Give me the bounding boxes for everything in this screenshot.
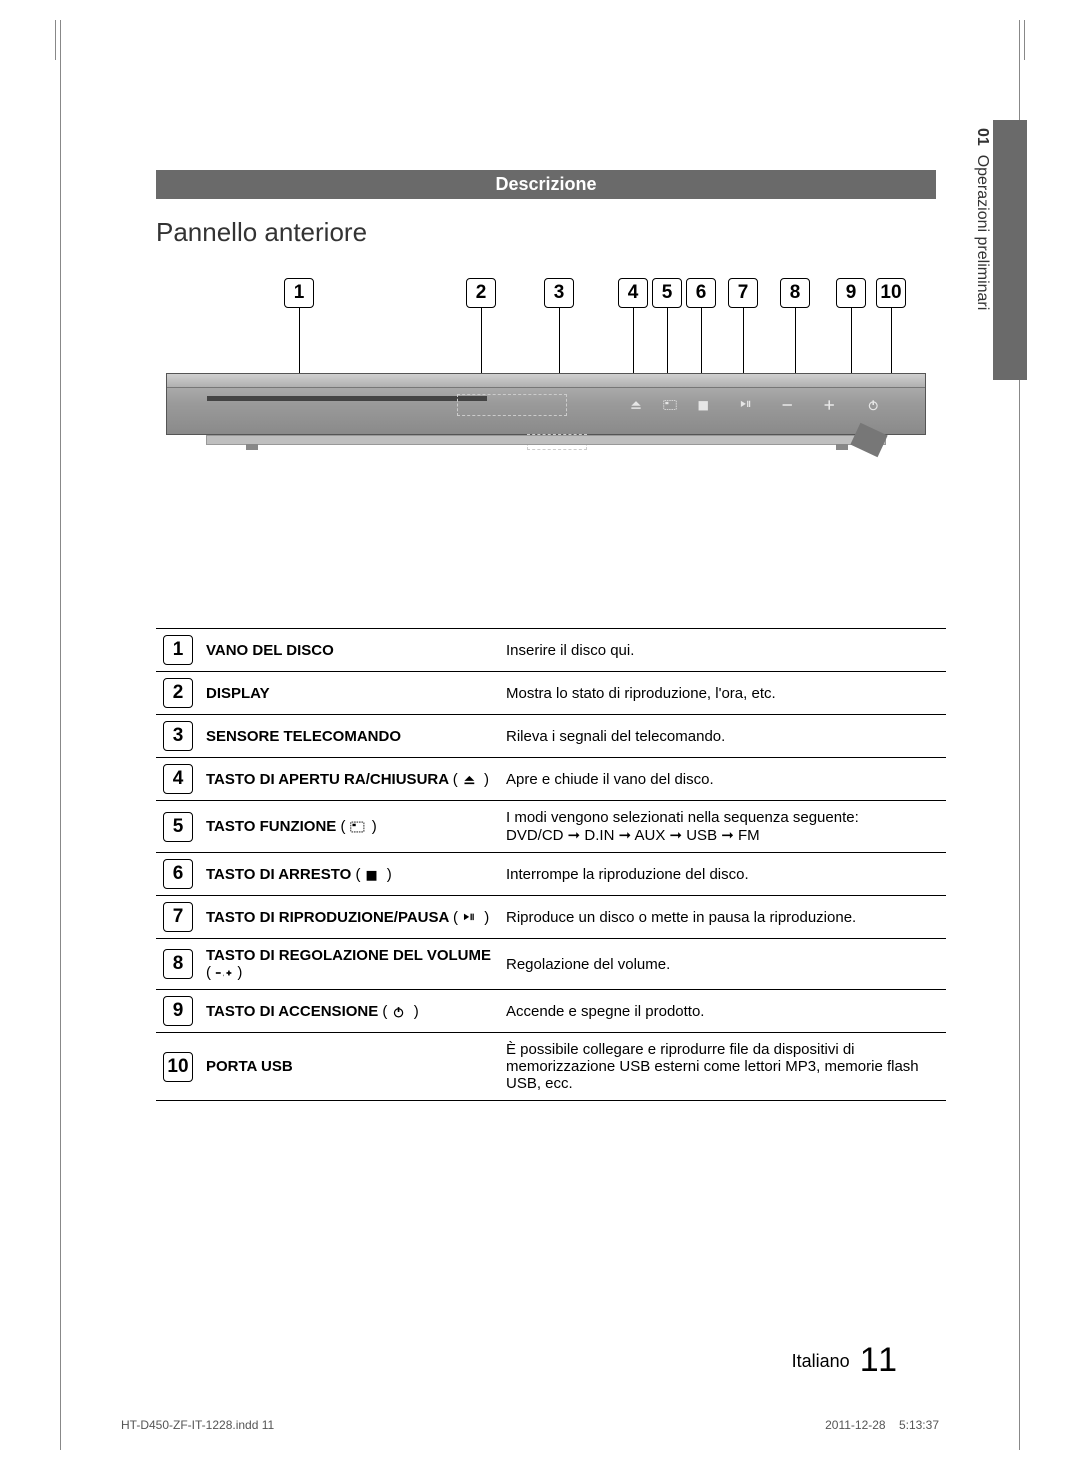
eject-button-icon bbox=[629, 398, 643, 412]
row-label: TASTO DI REGOLAZIONE DEL VOLUME ( ) bbox=[200, 939, 500, 990]
row-label: PORTA USB bbox=[200, 1033, 500, 1101]
play-button-icon bbox=[739, 398, 753, 412]
callout-8: 8 bbox=[780, 278, 810, 308]
row-description: Accende e spegne il prodotto. bbox=[500, 990, 946, 1033]
row-label: TASTO DI RIPRODUZIONE/PAUSA ( ) bbox=[200, 896, 500, 939]
row-label: SENSORE TELECOMANDO bbox=[200, 715, 500, 758]
front-panel-diagram: 1 2 3 456789 10 bbox=[166, 278, 926, 498]
row-number: 5 bbox=[163, 812, 193, 842]
chapter-tab bbox=[993, 120, 1027, 380]
manual-page: 01 Operazioni preliminari Descrizione Pa… bbox=[60, 20, 1020, 1450]
chapter-number: 01 bbox=[974, 128, 991, 146]
minus-button-icon bbox=[781, 398, 795, 412]
callout-10: 10 bbox=[876, 278, 906, 308]
row-description: È possibile collegare e riprodurre file … bbox=[500, 1033, 946, 1101]
row-number: 10 bbox=[163, 1052, 193, 1082]
row-description: Interrompe la riproduzione del disco. bbox=[500, 853, 946, 896]
chapter-title: Operazioni preliminari bbox=[974, 155, 991, 311]
row-label: TASTO DI ARRESTO ( ) bbox=[200, 853, 500, 896]
footer-language: Italiano bbox=[792, 1351, 850, 1371]
table-row: 2DISPLAYMostra lo stato di riproduzione,… bbox=[156, 672, 946, 715]
row-label: DISPLAY bbox=[200, 672, 500, 715]
footer-page-number: 11 bbox=[860, 1341, 899, 1379]
display-outline bbox=[457, 394, 567, 416]
power-button-icon bbox=[867, 398, 881, 412]
table-row: 8TASTO DI REGOLAZIONE DEL VOLUME ( )Rego… bbox=[156, 939, 946, 990]
print-time: 5:13:37 bbox=[899, 1418, 939, 1432]
disc-slot bbox=[207, 396, 487, 401]
row-number: 7 bbox=[163, 902, 193, 932]
device-body bbox=[166, 373, 926, 435]
table-row: 1VANO DEL DISCOInserire il disco qui. bbox=[156, 629, 946, 672]
page-subtitle: Pannello anteriore bbox=[156, 217, 936, 248]
callout-6: 6 bbox=[686, 278, 716, 308]
callout-table: 1VANO DEL DISCOInserire il disco qui.2DI… bbox=[156, 628, 946, 1101]
row-description: Inserire il disco qui. bbox=[500, 629, 946, 672]
row-label: TASTO DI ACCENSIONE ( ) bbox=[200, 990, 500, 1033]
row-number: 2 bbox=[163, 678, 193, 708]
row-number: 3 bbox=[163, 721, 193, 751]
table-row: 4TASTO DI APERTU RA/CHIUSURA ( )Apre e c… bbox=[156, 758, 946, 801]
row-number: 4 bbox=[163, 764, 193, 794]
callout-7: 7 bbox=[728, 278, 758, 308]
callout-9: 9 bbox=[836, 278, 866, 308]
table-row: 5TASTO FUNZIONE ( )I modi vengono selezi… bbox=[156, 801, 946, 853]
row-description: Regolazione del volume. bbox=[500, 939, 946, 990]
row-number: 6 bbox=[163, 859, 193, 889]
table-row: 3SENSORE TELECOMANDORileva i segnali del… bbox=[156, 715, 946, 758]
print-date: 2011-12-28 bbox=[825, 1418, 886, 1432]
callout-5: 5 bbox=[652, 278, 682, 308]
row-description: Apre e chiude il vano del disco. bbox=[500, 758, 946, 801]
chapter-label: 01 Operazioni preliminari bbox=[971, 128, 991, 388]
row-number: 1 bbox=[163, 635, 193, 665]
row-label: VANO DEL DISCO bbox=[200, 629, 500, 672]
row-number: 8 bbox=[163, 949, 193, 979]
callout-3: 3 bbox=[544, 278, 574, 308]
row-label: TASTO DI APERTU RA/CHIUSURA ( ) bbox=[200, 758, 500, 801]
callout-1: 1 bbox=[284, 278, 314, 308]
print-metadata: HT-D450-ZF-IT-1228.indd 11 2011-12-28 5:… bbox=[121, 1418, 939, 1432]
row-number: 9 bbox=[163, 996, 193, 1026]
table-row: 6TASTO DI ARRESTO ( )Interrompe la ripro… bbox=[156, 853, 946, 896]
stop-button-icon bbox=[697, 398, 711, 412]
table-row: 10PORTA USBÈ possibile collegare e ripro… bbox=[156, 1033, 946, 1101]
plus-button-icon bbox=[823, 398, 837, 412]
table-row: 9TASTO DI ACCENSIONE ( )Accende e spegne… bbox=[156, 990, 946, 1033]
page-footer: Italiano 11 bbox=[61, 1341, 1019, 1380]
row-description: I modi vengono selezionati nella sequenz… bbox=[500, 801, 946, 853]
func-button-icon bbox=[663, 398, 677, 412]
row-description: Riproduce un disco o mette in pausa la r… bbox=[500, 896, 946, 939]
row-description: Rileva i segnali del telecomando. bbox=[500, 715, 946, 758]
row-description: Mostra lo stato di riproduzione, l'ora, … bbox=[500, 672, 946, 715]
callout-4: 4 bbox=[618, 278, 648, 308]
print-filename: HT-D450-ZF-IT-1228.indd 11 bbox=[121, 1418, 274, 1432]
table-row: 7TASTO DI RIPRODUZIONE/PAUSA ( )Riproduc… bbox=[156, 896, 946, 939]
section-header: Descrizione bbox=[156, 170, 936, 199]
row-label: TASTO FUNZIONE ( ) bbox=[200, 801, 500, 853]
callout-2: 2 bbox=[466, 278, 496, 308]
